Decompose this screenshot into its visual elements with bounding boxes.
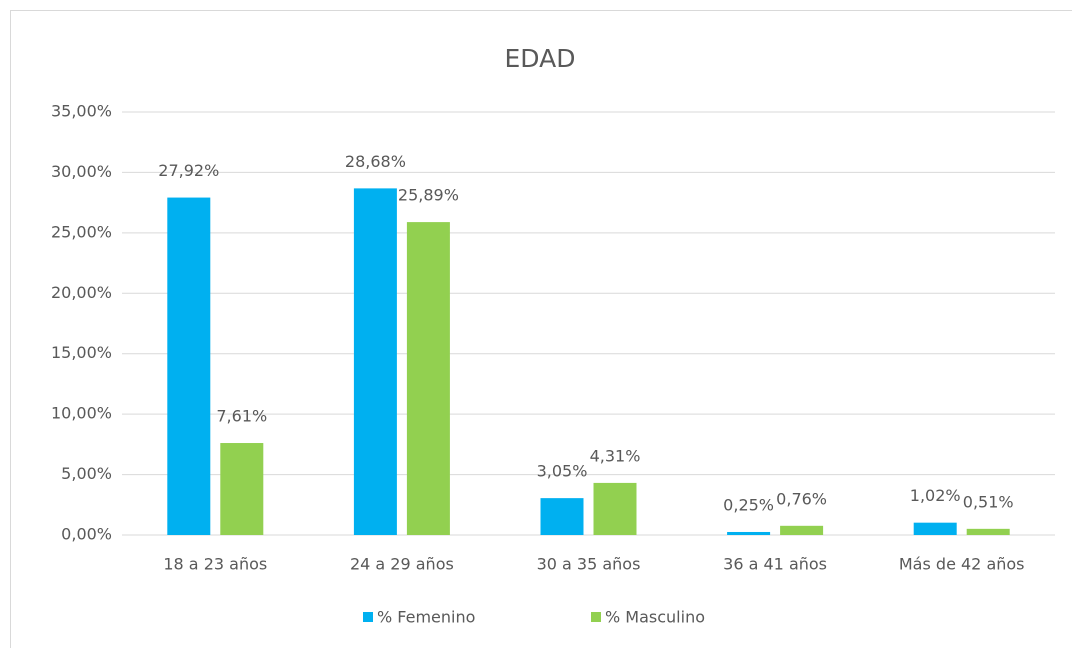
legend-swatch — [363, 612, 373, 622]
y-tick-label: 15,00% — [51, 343, 112, 362]
data-label: 0,25% — [723, 495, 774, 514]
bar — [593, 482, 637, 535]
y-tick-label: 30,00% — [51, 162, 112, 181]
data-label: 27,92% — [158, 161, 219, 180]
y-tick-label: 20,00% — [51, 283, 112, 302]
data-label: 25,89% — [398, 186, 459, 205]
x-tick-label: 30 a 35 años — [537, 555, 641, 574]
chart-title: EDAD — [505, 44, 576, 73]
data-label: 0,76% — [776, 489, 827, 508]
y-tick-label: 5,00% — [61, 464, 112, 483]
bar — [220, 443, 264, 535]
bar — [966, 528, 1010, 535]
x-tick-label: 18 a 23 años — [163, 555, 267, 574]
x-tick-label: 36 a 41 años — [723, 555, 827, 574]
bar — [727, 531, 771, 535]
bar — [406, 222, 450, 535]
legend-label: % Masculino — [605, 608, 705, 627]
legend-swatch — [591, 612, 601, 622]
data-label: 1,02% — [910, 486, 961, 505]
y-tick-label: 10,00% — [51, 404, 112, 423]
x-tick-label: Más de 42 años — [899, 555, 1025, 574]
bar — [167, 197, 211, 535]
y-tick-label: 35,00% — [51, 102, 112, 121]
legend-label: % Femenino — [377, 608, 475, 627]
data-label: 0,51% — [963, 492, 1014, 511]
data-label: 4,31% — [590, 446, 641, 465]
y-tick-label: 25,00% — [51, 222, 112, 241]
data-label: 3,05% — [537, 462, 588, 481]
bar — [353, 188, 397, 535]
y-tick-label: 0,00% — [61, 525, 112, 544]
bar — [780, 525, 824, 535]
data-label: 28,68% — [345, 152, 406, 171]
x-tick-label: 24 a 29 años — [350, 555, 454, 574]
bar — [540, 498, 584, 535]
data-label: 7,61% — [216, 407, 267, 426]
bar — [913, 522, 957, 535]
